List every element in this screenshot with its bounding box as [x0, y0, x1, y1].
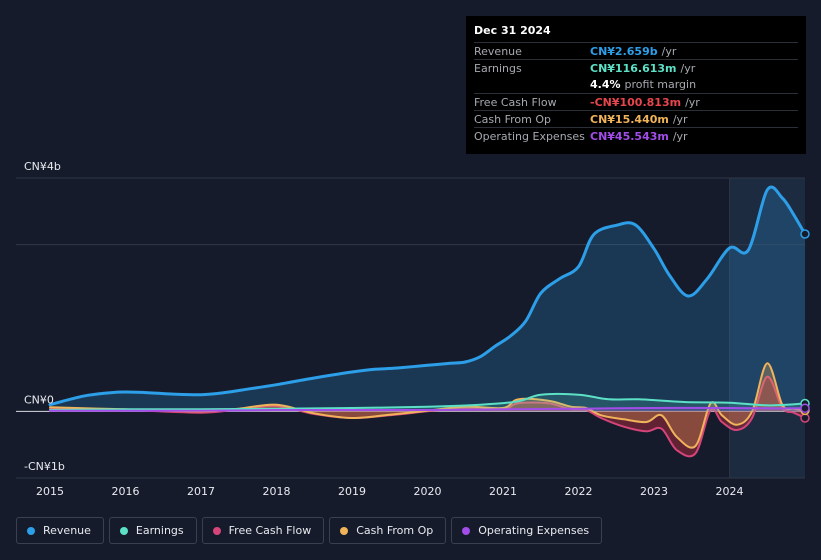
operating-expenses-end-marker [800, 403, 810, 414]
x-tick-label: 2019 [338, 485, 366, 498]
tooltip-row-revenue: Revenue CN¥2.659b /yr [474, 42, 798, 59]
tooltip-unit: /yr [672, 112, 688, 126]
x-tick-label: 2015 [36, 485, 64, 498]
tooltip-row-operating-expenses: Operating Expenses CN¥45.543m /yr [474, 127, 798, 144]
tooltip-unit: /yr [661, 44, 677, 58]
x-tick-label: 2016 [111, 485, 139, 498]
x-tick-label: 2021 [489, 485, 517, 498]
legend-item-earnings[interactable]: Earnings [108, 517, 197, 544]
tooltip-label: Free Cash Flow [474, 95, 557, 109]
tooltip-unit: profit margin [624, 78, 697, 91]
tooltip-row-margin: 4.4% profit margin [474, 76, 798, 93]
operating-expenses-line [49, 406, 806, 412]
tooltip-label: Revenue [474, 44, 522, 58]
revenue-area [50, 187, 805, 412]
tooltip-panel: Dec 31 2024 Revenue CN¥2.659b /yr Earnin… [466, 16, 806, 154]
tooltip-value: CN¥2.659b [590, 44, 658, 58]
y-tick-label: CN¥0 [24, 393, 54, 406]
revenue-end-marker [800, 229, 810, 239]
series-layer [48, 185, 810, 458]
legend-dot-icon [212, 526, 221, 535]
x-tick-label: 2023 [640, 485, 668, 498]
legend-dot-icon [27, 526, 35, 535]
legend-label: Free Cash Flow [228, 524, 312, 537]
tooltip-label: Operating Expenses [474, 129, 585, 143]
tooltip-value: CN¥116.613m [590, 61, 677, 75]
earnings-area [50, 393, 805, 412]
legend-label: Operating Expenses [478, 524, 590, 537]
legend-item-free-cash-flow[interactable]: Free Cash Flow [201, 517, 325, 544]
x-tick-label: 2024 [715, 485, 743, 498]
legend-dot-icon [119, 526, 128, 535]
legend-item-cash-from-op[interactable]: Cash From Op [329, 517, 447, 544]
legend-dot-icon [462, 526, 471, 535]
free-cash-flow-end-marker [800, 413, 810, 423]
axis-labels: CN¥4b CN¥0 -CN¥1b 2015 2016 2017 2018 2019 2020 2… [24, 160, 743, 498]
legend-label: Revenue [43, 524, 91, 537]
y-tick-label: CN¥4b [24, 160, 61, 173]
tooltip-date: Dec 31 2024 [474, 24, 551, 37]
tooltip-row-free-cash-flow: Free Cash Flow -CN¥100.813m /yr [474, 93, 798, 110]
tooltip-value: -CN¥100.813m [590, 95, 682, 109]
legend-item-operating-expenses[interactable]: Operating Expenses [451, 517, 603, 544]
tooltip-unit: /yr [672, 129, 688, 143]
x-tick-label: 2022 [564, 485, 592, 498]
legend: Revenue Earnings Free Cash Flow Cash Fro… [16, 517, 603, 544]
tooltip-row-earnings: Earnings CN¥116.613m /yr [474, 59, 798, 76]
tooltip-value: CN¥15.440m [590, 112, 669, 126]
y-tick-label: -CN¥1b [24, 460, 65, 473]
free-cash-flow-area [50, 376, 805, 457]
tooltip-value: 4.4% [590, 78, 621, 91]
tooltip-unit: /yr [680, 61, 696, 75]
revenue-line [48, 185, 807, 407]
tooltip-value: CN¥45.543m [590, 129, 669, 143]
x-tick-label: 2020 [413, 485, 441, 498]
tooltip-label: Cash From Op [474, 112, 552, 126]
x-tick-label: 2018 [262, 485, 290, 498]
legend-dot-icon [340, 526, 349, 535]
tooltip-unit: /yr [685, 95, 700, 109]
tooltip-label: Earnings [474, 61, 522, 75]
legend-label: Cash From Op [356, 524, 434, 537]
earnings-line [49, 392, 806, 411]
tooltip-row-cash-from-op: Cash From Op CN¥15.440m /yr [474, 110, 798, 127]
legend-label: Earnings [135, 524, 184, 537]
x-tick-label: 2017 [187, 485, 215, 498]
legend-item-revenue[interactable]: Revenue [16, 517, 104, 544]
